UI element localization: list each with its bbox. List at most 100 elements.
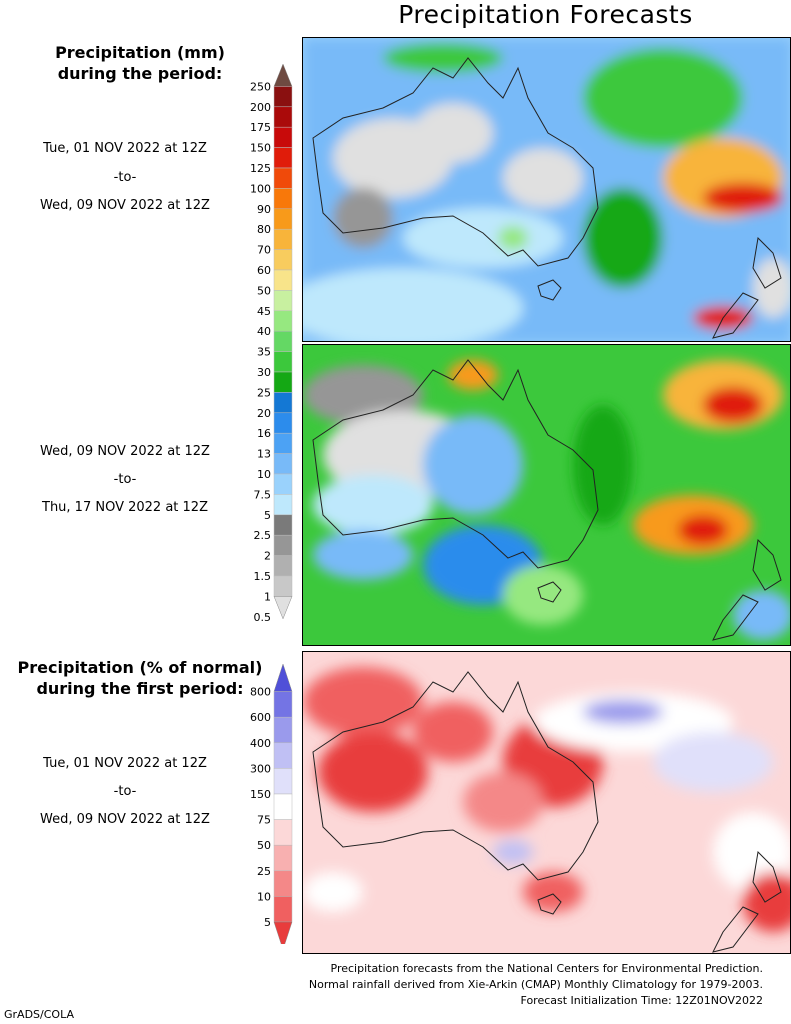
period1-separator: -to-: [113, 170, 137, 185]
grads-credit: GrADS/COLA: [4, 1008, 74, 1021]
pct-colorbar-tick-label: 800: [250, 686, 271, 699]
map-panel-percent-normal: [302, 651, 791, 954]
pct-colorbar-tick-label: 400: [250, 737, 271, 750]
pct-heading-line2: during the first period:: [36, 679, 244, 698]
pct-colorbar-tick-label: 10: [257, 890, 271, 903]
mm-colorbar-segment: [273, 392, 293, 414]
mm-colorbar-tick-label: 100: [250, 182, 271, 195]
mm-colorbar-segment: [273, 514, 293, 536]
pct-colorbar-segment: [273, 793, 293, 820]
page-title: Precipitation Forecasts: [398, 0, 693, 29]
pct-colorbar-tick-label: 5: [264, 916, 271, 929]
mm-colorbar-segment: [273, 126, 293, 148]
period3-separator: -to-: [113, 784, 137, 799]
mm-colorbar-tick-label: 2: [264, 550, 271, 563]
pct-colorbar-segment: [273, 742, 293, 769]
pct-colorbar-segment: [273, 819, 293, 846]
map-panel-period1: [302, 37, 791, 342]
mm-colorbar-tick-label: 0.5: [254, 611, 272, 624]
mm-colorbar: 2502001751501251009080706050454035302520…: [250, 64, 293, 624]
footer-line1: Precipitation forecasts from the Nationa…: [330, 962, 764, 975]
mm-colorbar-tick-label: 20: [257, 407, 271, 420]
pct-colorbar-segment: [273, 716, 293, 744]
pct-colorbar-bottom-arrow: [273, 921, 293, 944]
map-percent-normal: [303, 652, 790, 953]
period3-end: Wed, 09 NOV 2022 at 12Z: [40, 812, 210, 827]
pct-colorbar-tick-label: 300: [250, 762, 271, 775]
mm-colorbar-segment: [273, 188, 293, 210]
mm-heading-line2: during the period:: [57, 64, 223, 83]
pct-colorbar-tick-label: 75: [257, 814, 271, 827]
mm-colorbar-tick-label: 70: [257, 244, 271, 257]
mm-colorbar-top-arrow: [273, 64, 293, 87]
mm-colorbar-tick-label: 125: [250, 162, 271, 175]
mm-colorbar-tick-label: 1.5: [254, 570, 272, 583]
mm-colorbar-bottom-arrow: [273, 596, 293, 620]
mm-heading-line1: Precipitation (mm): [55, 43, 225, 62]
mm-colorbar-tick-label: 80: [257, 223, 271, 236]
mm-colorbar-segment: [273, 412, 293, 434]
pct-colorbar-tick-label: 150: [250, 788, 271, 801]
mm-colorbar-tick-label: 45: [257, 305, 271, 318]
pct-colorbar-segment: [273, 768, 293, 795]
pct-legend-heading: Precipitation (% of normal) during the f…: [10, 657, 270, 699]
mm-colorbar-segment: [273, 534, 293, 556]
pct-colorbar-segment: [273, 896, 293, 923]
mm-colorbar-segment: [273, 494, 293, 516]
mm-colorbar-tick-label: 1: [264, 590, 271, 603]
mm-colorbar-segment: [273, 249, 293, 271]
mm-colorbar-tick-label: 5: [264, 509, 271, 522]
mm-colorbar-tick-label: 250: [250, 80, 271, 93]
footer-line3: Forecast Initialization Time: 12Z01NOV20…: [520, 994, 763, 1007]
pct-colorbar: 800 600 400 300 150 75 50 25 10 5: [250, 664, 293, 944]
pct-heading-line1: Precipitation (% of normal): [17, 658, 263, 677]
mm-colorbar-tick-label: 16: [257, 427, 271, 440]
pct-colorbar-segment: [273, 844, 293, 872]
pct-colorbar-tick-label: 50: [257, 839, 271, 852]
mm-colorbar-tick-label: 50: [257, 284, 271, 297]
mm-colorbar-tick-label: 150: [250, 142, 271, 155]
mm-colorbar-segment: [273, 330, 293, 352]
pct-colorbar-segment: [273, 870, 293, 897]
period2-end: Thu, 17 NOV 2022 at 12Z: [42, 500, 208, 515]
period2-separator: -to-: [113, 472, 137, 487]
mm-colorbar-segment: [273, 432, 293, 454]
mm-colorbar-tick-label: 175: [250, 121, 271, 134]
mm-colorbar-segment: [273, 167, 293, 189]
mm-colorbar-segment: [273, 453, 293, 475]
mm-colorbar-tick-label: 30: [257, 366, 271, 379]
mm-colorbar-segment: [273, 228, 293, 250]
mm-colorbar-tick-label: 2.5: [254, 529, 272, 542]
pct-colorbar-top-arrow: [273, 664, 293, 692]
period1-start: Tue, 01 NOV 2022 at 12Z: [43, 141, 207, 156]
mm-colorbar-segment: [273, 310, 293, 332]
mm-colorbar-segment: [273, 208, 293, 230]
mm-colorbar-segment: [273, 106, 293, 128]
mm-colorbar-tick-label: 35: [257, 346, 271, 359]
mm-colorbar-segment: [273, 371, 293, 393]
mm-colorbar-segment: [273, 575, 293, 597]
period3-start: Tue, 01 NOV 2022 at 12Z: [43, 756, 207, 771]
period2-start: Wed, 09 NOV 2022 at 12Z: [40, 444, 210, 459]
mm-colorbar-tick-label: 7.5: [254, 488, 272, 501]
mm-colorbar-tick-label: 200: [250, 101, 271, 114]
mm-colorbar-tick-label: 25: [257, 386, 271, 399]
mm-colorbar-tick-label: 40: [257, 325, 271, 338]
mm-colorbar-segment: [273, 147, 293, 169]
mm-colorbar-tick-label: 60: [257, 264, 271, 277]
mm-colorbar-segment: [273, 555, 293, 577]
footer-line2: Normal rainfall derived from Xie-Arkin (…: [308, 978, 763, 991]
footer-notes: Precipitation forecasts from the Nationa…: [309, 961, 763, 1009]
mm-legend-heading: Precipitation (mm) during the period:: [30, 42, 250, 84]
pct-colorbar-tick-label: 25: [257, 865, 271, 878]
map-period1: [303, 38, 790, 341]
pct-colorbar-tick-label: 600: [250, 711, 271, 724]
mm-colorbar-tick-label: 10: [257, 468, 271, 481]
mm-colorbar-segment: [273, 269, 293, 291]
mm-colorbar-segment: [273, 290, 293, 312]
mm-colorbar-tick-label: 90: [257, 203, 271, 216]
map-panel-period2: [302, 344, 791, 646]
period1-end: Wed, 09 NOV 2022 at 12Z: [40, 198, 210, 213]
mm-colorbar-tick-label: 13: [257, 448, 271, 461]
mm-colorbar-segment: [273, 86, 293, 108]
